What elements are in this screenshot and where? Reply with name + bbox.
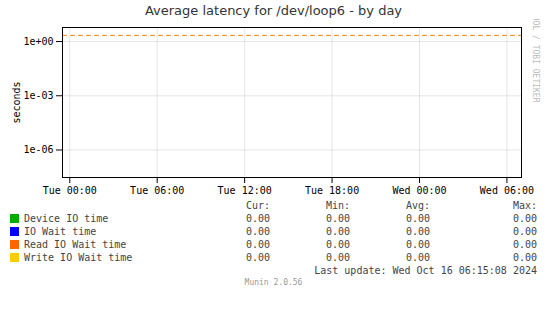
html-text:0.00: 0.00 bbox=[245, 252, 270, 263]
html-text:0.00: 0.00 bbox=[405, 213, 430, 224]
svg-text:1e-03: 1e-03 bbox=[23, 90, 53, 101]
html-text:Read IO Wait time: Read IO Wait time bbox=[24, 239, 127, 250]
html-text:Cur:: Cur: bbox=[245, 200, 270, 211]
html-text:Write IO Wait time: Write IO Wait time bbox=[24, 252, 133, 263]
html-text:0.00: 0.00 bbox=[325, 226, 350, 237]
html-text:0.00: 0.00 bbox=[245, 226, 270, 237]
svg-text:seconds: seconds bbox=[11, 81, 22, 123]
html-text:0.00: 0.00 bbox=[325, 213, 350, 224]
svg-text:1e-06: 1e-06 bbox=[23, 144, 53, 155]
html-text:0.00: 0.00 bbox=[405, 239, 430, 250]
html-text:0.00: 0.00 bbox=[405, 252, 430, 263]
html-text:IO Wait time: IO Wait time bbox=[24, 226, 97, 237]
html-text:Device IO time: Device IO time bbox=[24, 213, 109, 224]
html-text:0.00: 0.00 bbox=[325, 252, 350, 263]
svg-text:Tue 00:00: Tue 00:00 bbox=[43, 185, 97, 196]
svg-text:Wed 06:00: Wed 06:00 bbox=[480, 185, 534, 196]
html-text:Munin 2.0.56: Munin 2.0.56 bbox=[244, 278, 303, 287]
html-text:0.00: 0.00 bbox=[405, 226, 430, 237]
html-text:0.00: 0.00 bbox=[245, 239, 270, 250]
svg-text:Tue 06:00: Tue 06:00 bbox=[130, 185, 184, 196]
html-text:Avg:: Avg: bbox=[405, 200, 430, 211]
svg-text:Tue 12:00: Tue 12:00 bbox=[218, 185, 272, 196]
html-text:0.00: 0.00 bbox=[325, 239, 350, 250]
html-text:Last update: Wed Oct 16 06:15:: Last update: Wed Oct 16 06:15:08 2024 bbox=[314, 265, 537, 276]
html-text:Max:: Max: bbox=[512, 200, 537, 211]
svg-text:1e+00: 1e+00 bbox=[23, 36, 53, 47]
svg-text:Wed 00:00: Wed 00:00 bbox=[392, 185, 446, 196]
html-text:0.00: 0.00 bbox=[512, 239, 537, 250]
html-text:Average latency for /dev/loop6: Average latency for /dev/loop6 - by day bbox=[144, 3, 402, 18]
html-text:0.00: 0.00 bbox=[245, 213, 270, 224]
svg-text:RRDTOOL / TOBI OETIKER: RRDTOOL / TOBI OETIKER bbox=[531, 19, 540, 103]
svg-text:Tue 18:00: Tue 18:00 bbox=[305, 185, 359, 196]
html-text:0.00: 0.00 bbox=[512, 226, 537, 237]
html-text:0.00: 0.00 bbox=[512, 213, 537, 224]
html-text:Min:: Min: bbox=[325, 200, 350, 211]
html-text:0.00: 0.00 bbox=[512, 252, 537, 263]
